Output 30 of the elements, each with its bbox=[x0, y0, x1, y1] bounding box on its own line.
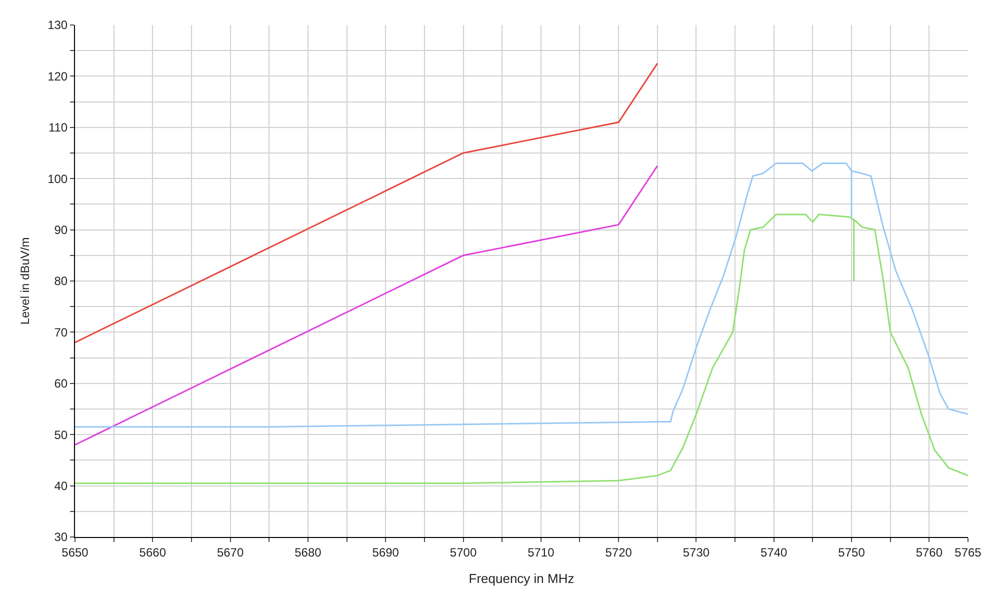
y-tick-label: 50 bbox=[54, 428, 68, 442]
x-tick-label: 5680 bbox=[294, 545, 322, 560]
x-tick-label: 5720 bbox=[605, 545, 632, 560]
line-series bbox=[75, 165, 658, 446]
y-tick-label: 30 bbox=[54, 530, 68, 544]
x-tick-label: 5670 bbox=[216, 545, 244, 560]
x-axis-title: Frequency in MHz bbox=[468, 571, 574, 586]
x-tick-label: 5690 bbox=[372, 545, 400, 560]
y-tick-label: 60 bbox=[54, 376, 68, 391]
line-series bbox=[75, 214, 968, 484]
y-tick-label: 100 bbox=[48, 172, 68, 186]
x-tick-label: 5760 bbox=[916, 545, 943, 560]
y-tick-label: 70 bbox=[54, 325, 68, 340]
line-series bbox=[75, 62, 658, 344]
x-tick-label: 5750 bbox=[838, 545, 866, 560]
y-tick-label: 80 bbox=[54, 274, 68, 288]
x-tick-label: 5700 bbox=[450, 545, 477, 560]
x-tick-label: 5710 bbox=[528, 545, 555, 560]
x-tick-label: 5765 bbox=[954, 545, 982, 560]
y-tick-label: 130 bbox=[48, 18, 68, 32]
x-tick-label: 5740 bbox=[760, 545, 788, 560]
y-tick-label: 110 bbox=[48, 120, 68, 135]
x-tick-label: 5660 bbox=[139, 545, 166, 560]
y-tick-label: 120 bbox=[48, 69, 68, 84]
x-tick-label: 5730 bbox=[682, 545, 710, 560]
y-tick-label: 90 bbox=[54, 223, 68, 237]
y-tick-label: 40 bbox=[54, 479, 68, 493]
line-series bbox=[75, 162, 968, 428]
y-axis-title: Level in dBuV/m bbox=[18, 237, 32, 325]
x-tick-label: 5650 bbox=[62, 545, 89, 560]
